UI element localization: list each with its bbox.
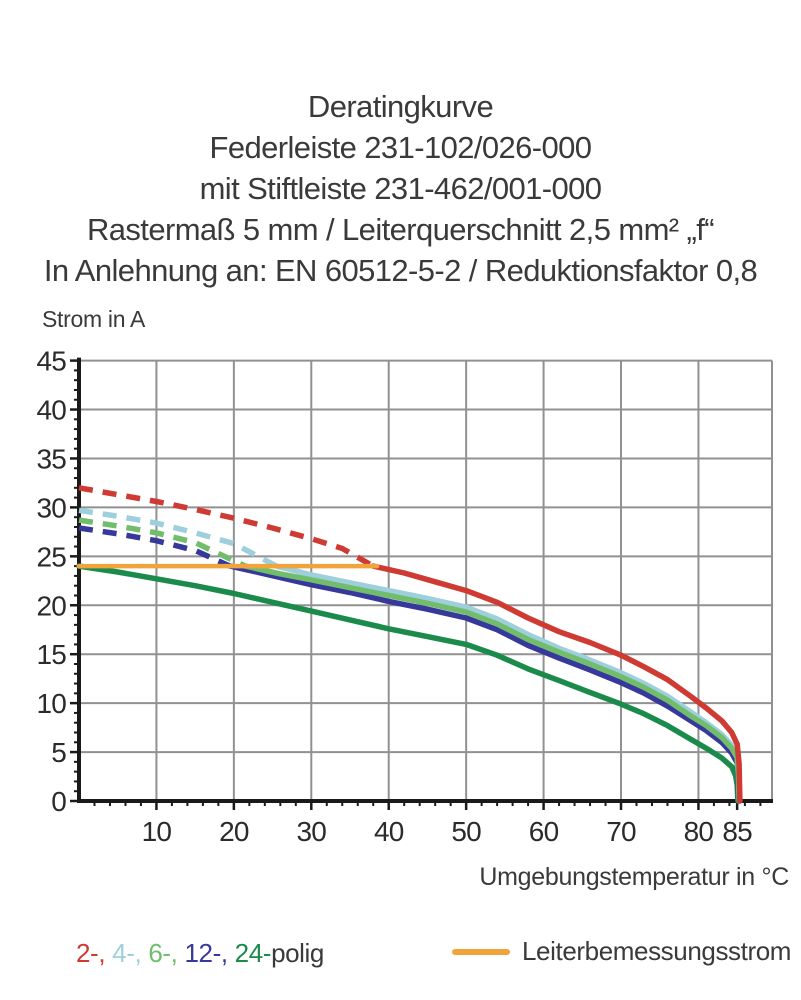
x-tick-label: 60 [529,816,559,847]
y-tick-label: 15 [36,639,66,670]
title-line-5: In Anlehnung an: EN 60512-5-2 / Reduktio… [43,253,758,288]
x-tick-label: 70 [606,816,636,847]
y-tick-label: 35 [36,443,66,474]
series-2-polig [370,563,743,804]
title-line-3: mit Stiftleiste 231-462/001-000 [199,171,602,206]
x-tick-label: 40 [374,816,404,847]
x-tick-label: 30 [297,816,327,847]
y-tick-label: 40 [36,395,66,426]
legend-rated-label: Leiterbemessungsstrom [522,936,792,966]
title-line-1: Deratingkurve [307,89,494,124]
legend-rated-current: Leiterbemessungsstrom [452,936,791,967]
legend-poles-suffix: polig [271,938,324,968]
legend-pole-6: 6-, [148,938,178,968]
y-tick-label: 25 [36,541,66,572]
y-tick-label: 5 [51,737,66,768]
series-dashed-2-polig [78,485,375,569]
x-axis-title: Umgebungstemperatur in °C [479,863,789,891]
series-dashed-6-polig [78,517,247,569]
y-axis-title: Strom in A [42,306,146,332]
series-dashed-12-polig [78,525,232,569]
chart-title-block: Deratingkurve Federleiste 231-102/026-00… [0,86,801,291]
x-tick-label: 85 [722,816,752,847]
rated-current-line-swatch [452,948,510,955]
y-tick-label: 20 [36,590,66,621]
x-tick-label: 50 [451,816,481,847]
series-24-polig [76,563,741,804]
x-tick-label: 20 [219,816,249,847]
title-line-4: Rastermaß 5 mm / Leiterquerschnitt 2,5 m… [86,212,715,247]
title-line-2: Federleiste 231-102/026-000 [209,130,593,165]
x-tick-label: 80 [684,816,714,847]
legend-pole-12: 12-, [184,938,228,968]
legend-poles: 2-, 4-, 6-, 12-, 24-polig [76,938,324,969]
legend-pole-2: 2-, [76,938,106,968]
y-tick-label: 45 [36,346,66,377]
series-6-polig [242,563,742,804]
series-12-polig [227,563,742,804]
series-dashed-4-polig [78,507,278,569]
y-tick-label: 30 [36,492,66,523]
legend-pole-4: 4-, [112,938,142,968]
y-tick-label: 0 [51,786,66,817]
y-tick-label: 10 [36,688,66,719]
legend-pole-24: 24- [234,938,272,968]
x-tick-label: 10 [142,816,172,847]
